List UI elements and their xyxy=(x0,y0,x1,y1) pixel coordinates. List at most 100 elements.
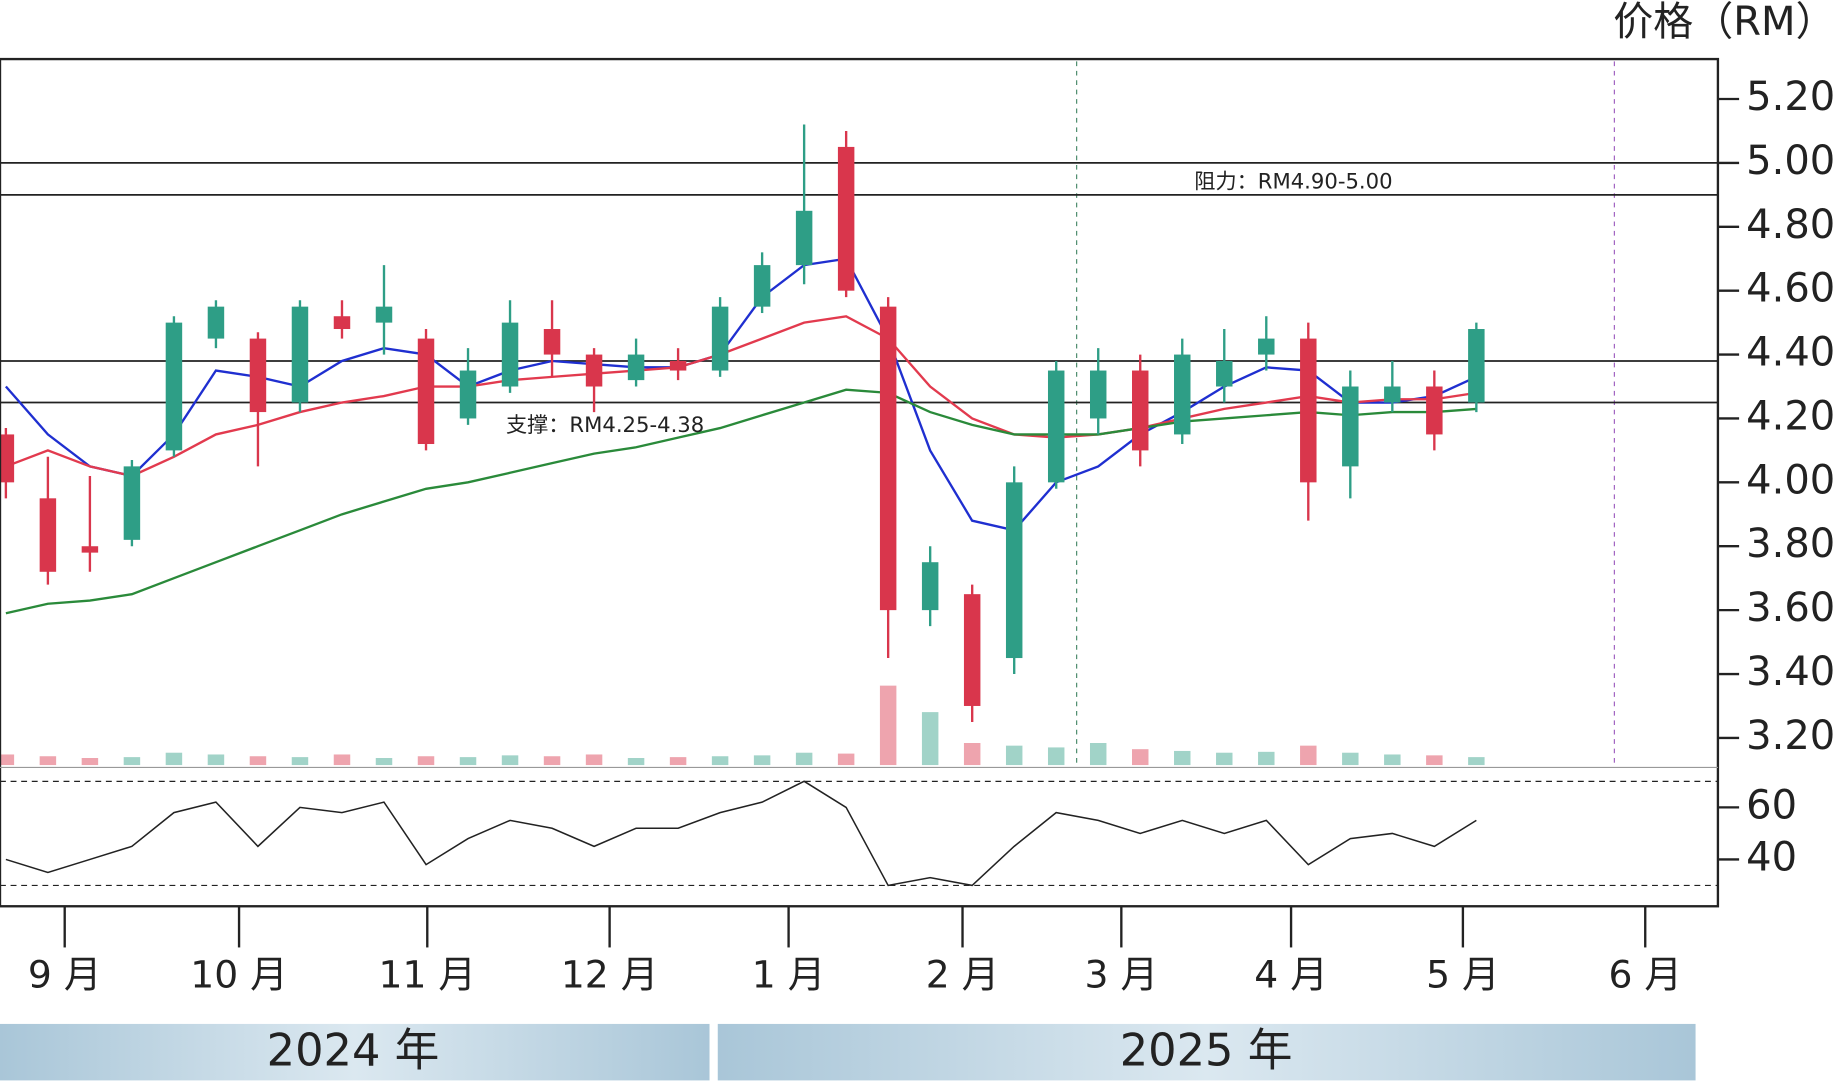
volume-bar xyxy=(837,753,855,766)
y-tick-label: 5.00 xyxy=(1746,138,1835,184)
y-tick-label: 4.40 xyxy=(1746,330,1835,376)
x-tick-label: 4 月 xyxy=(1254,952,1328,996)
candle-body xyxy=(1300,338,1317,483)
year-label: 2025 年 xyxy=(1120,1023,1293,1076)
volume-bar xyxy=(417,756,435,766)
candle-body xyxy=(291,306,309,403)
y-tick-label: 3.40 xyxy=(1746,649,1835,695)
y-tick-label: 3.20 xyxy=(1746,713,1835,759)
candle-body xyxy=(1342,386,1359,467)
candle-body xyxy=(39,498,57,572)
volume-bar xyxy=(1047,747,1065,766)
year-band xyxy=(0,1023,710,1081)
volume-bar xyxy=(291,757,309,766)
volume-bar xyxy=(0,754,15,766)
x-tick-label: 3 月 xyxy=(1085,952,1159,996)
candle-body xyxy=(165,322,183,451)
x-tick-label: 9 月 xyxy=(28,952,102,996)
volume-bar xyxy=(1300,745,1317,766)
y-tick-label: 40 xyxy=(1746,834,1797,880)
candle-body xyxy=(0,434,15,483)
volume-bar xyxy=(333,754,351,766)
volume-bar xyxy=(585,754,603,766)
volume-bar xyxy=(39,756,57,766)
x-tick-label: 11 月 xyxy=(379,952,477,996)
x-tick-label: 12 月 xyxy=(561,952,659,996)
candle-body xyxy=(1174,354,1191,435)
candle-body xyxy=(921,562,939,611)
candle-body xyxy=(795,210,813,266)
candle-body xyxy=(879,306,897,611)
candle-body xyxy=(1047,370,1065,483)
x-tick-label: 2 月 xyxy=(926,952,1000,996)
y-tick-label: 3.60 xyxy=(1746,585,1835,631)
plot-frame xyxy=(0,57,1720,908)
candle-body xyxy=(333,316,351,330)
y-tick-label: 4.00 xyxy=(1746,457,1835,503)
volume-bar xyxy=(627,758,645,766)
candle-body xyxy=(837,146,855,291)
candle-body xyxy=(459,370,477,419)
candle-body xyxy=(417,338,435,445)
candle-body xyxy=(81,546,99,553)
volume-bar xyxy=(375,758,393,766)
candle-body xyxy=(249,338,267,413)
candle-body xyxy=(501,322,519,387)
candle-body xyxy=(1258,338,1275,355)
candle-body xyxy=(1468,329,1485,403)
candle-body xyxy=(1426,386,1443,435)
volume-bar xyxy=(165,752,183,766)
volume-bar xyxy=(669,757,687,766)
volume-bar xyxy=(1132,749,1149,766)
candle-body xyxy=(669,360,687,371)
volume-bar xyxy=(1089,743,1107,766)
y-tick-label: 60 xyxy=(1746,782,1797,828)
volume-bar xyxy=(81,758,99,766)
y-axis-label: 价格（RM） xyxy=(1613,0,1835,45)
volume-bar xyxy=(1005,745,1023,766)
volume-bar xyxy=(1426,755,1443,766)
volume-bar xyxy=(711,756,729,766)
y-tick-label: 4.60 xyxy=(1746,266,1835,312)
volume-bar xyxy=(1384,754,1401,766)
volume-bar xyxy=(1258,751,1275,766)
candle-body xyxy=(1132,370,1149,451)
volume-bar xyxy=(879,685,897,766)
ma-line xyxy=(4,257,1477,532)
candle-body xyxy=(123,466,141,540)
candle-body xyxy=(1005,482,1023,659)
volume-bar xyxy=(1468,757,1485,766)
candle-body xyxy=(207,306,225,339)
y-tick-label: 5.20 xyxy=(1746,74,1835,120)
x-tick-label: 1 月 xyxy=(752,952,826,996)
candle-body xyxy=(963,594,981,706)
y-tick-label: 3.80 xyxy=(1746,521,1835,567)
ma-line xyxy=(5,315,1477,478)
year-label: 2024 年 xyxy=(267,1023,440,1076)
x-tick-label: 6 月 xyxy=(1608,952,1682,996)
volume-bar xyxy=(753,755,771,766)
volume-bar xyxy=(501,755,519,766)
volume-bar xyxy=(459,757,477,766)
year-band xyxy=(717,1023,1696,1081)
candle-body xyxy=(753,265,771,307)
volume-bar xyxy=(795,752,813,766)
volume-bar xyxy=(207,754,225,766)
candle-body xyxy=(1216,360,1233,387)
x-tick-label: 5 月 xyxy=(1426,952,1500,996)
annotation: 阻力：RM4.90-5.00 xyxy=(1194,169,1392,194)
candle-body xyxy=(627,354,645,381)
candle-body xyxy=(1089,370,1107,419)
candle-body xyxy=(1384,386,1401,403)
candle-body xyxy=(585,354,603,387)
candle-body xyxy=(543,329,561,355)
volume-bar xyxy=(1342,752,1359,766)
y-tick-label: 4.20 xyxy=(1746,393,1835,439)
volume-bar xyxy=(1174,750,1191,766)
volume-bar xyxy=(963,743,981,766)
volume-bar xyxy=(921,712,939,766)
volume-bar xyxy=(1216,752,1233,766)
x-tick-label: 10 月 xyxy=(190,952,288,996)
volume-bar xyxy=(249,756,267,766)
